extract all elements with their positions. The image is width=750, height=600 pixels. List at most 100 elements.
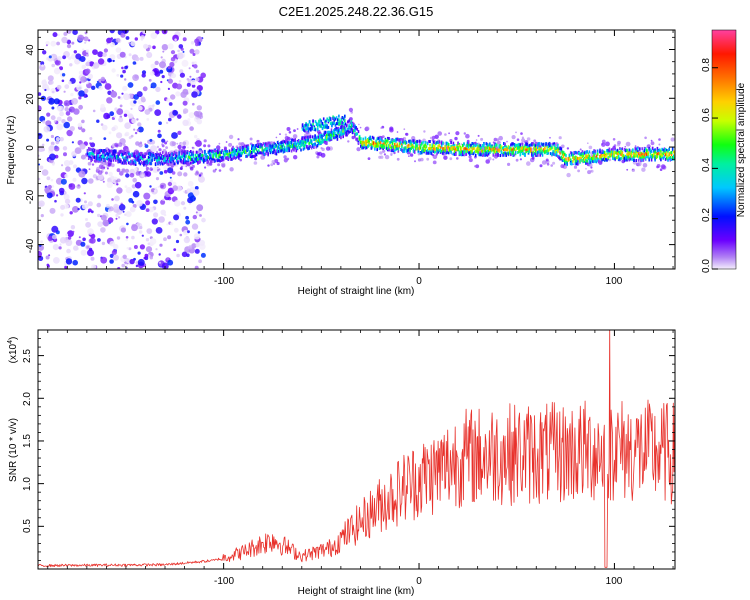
spectrogram-halo-blob bbox=[658, 138, 661, 141]
spectrogram-noise-blob bbox=[100, 256, 108, 264]
spectrogram-ridge-cell bbox=[261, 151, 264, 155]
spectrogram-ridge-cell bbox=[483, 144, 485, 148]
spectrogram-ridge-cell bbox=[159, 152, 162, 156]
spectrogram-ridge-cell bbox=[282, 139, 285, 143]
spectrogram-ridge-cell bbox=[383, 141, 386, 145]
spectrogram-ridge-cell bbox=[204, 158, 206, 162]
spectrogram-noise-blob bbox=[110, 175, 115, 180]
spectrogram-halo-blob bbox=[191, 146, 194, 149]
spectrogram-halo-blob bbox=[103, 167, 105, 169]
spectrogram-ridge-cell bbox=[512, 149, 514, 153]
spectrogram-ridge-cell bbox=[304, 143, 307, 147]
spectrogram-ridge-cell bbox=[511, 150, 513, 154]
spectrogram-ridge-cell bbox=[212, 157, 214, 161]
spectrogram-halo-blob bbox=[393, 151, 396, 155]
spectrogram-ridge-cell bbox=[537, 143, 539, 147]
spectrogram-ridge-cell bbox=[404, 141, 407, 145]
spectrogram-halo-blob bbox=[320, 147, 323, 150]
spectrogram-branch-cell bbox=[326, 117, 328, 121]
spectrogram-noise-blob bbox=[177, 49, 180, 53]
spectrogram-ridge-cell bbox=[668, 157, 670, 160]
spectrogram-ridge-cell bbox=[560, 157, 563, 161]
spectrogram-noise-blob bbox=[187, 180, 194, 187]
spectrogram-ridge-cell bbox=[627, 153, 629, 157]
spectrogram-halo-blob bbox=[98, 164, 104, 170]
spectrogram-ridge-cell bbox=[90, 152, 92, 156]
spectrogram-halo-blob bbox=[560, 164, 565, 169]
spectrogram-ridge-cell bbox=[112, 152, 115, 156]
spectrogram-noise-blob bbox=[194, 186, 199, 190]
spectrogram-ridge-cell bbox=[252, 147, 254, 151]
spectrogram-ridge-cell bbox=[170, 160, 172, 164]
spectrogram-ridge-cell bbox=[188, 153, 191, 157]
spectrogram-noise-blob bbox=[195, 242, 200, 248]
spectrogram-ridge-cell bbox=[496, 143, 498, 147]
spectrogram-ridge-cell bbox=[547, 149, 550, 153]
spectrogram-halo-blob bbox=[642, 163, 648, 168]
spectrogram-ridge-cell bbox=[267, 152, 269, 156]
spectrogram-ridge-cell bbox=[301, 139, 303, 143]
spectrogram-ridge-cell bbox=[316, 135, 319, 139]
spectrogram-ridge-cell bbox=[330, 128, 333, 132]
spectrogram-ridge-cell bbox=[418, 147, 421, 151]
spectrogram-ridge-cell bbox=[436, 146, 438, 150]
spectrogram-halo-blob bbox=[203, 144, 207, 148]
spectrogram-noise-blob bbox=[160, 184, 164, 189]
spectrogram-halo-blob bbox=[579, 148, 582, 151]
spectrogram-ridge-cell bbox=[274, 145, 276, 149]
spectrogram-ridge-cell bbox=[225, 151, 227, 155]
spectrogram-halo-blob bbox=[348, 107, 353, 112]
spectrogram-halo-blob bbox=[217, 163, 221, 167]
spectrogram-noise-blob bbox=[196, 105, 202, 111]
spectrogram-halo-blob bbox=[624, 145, 627, 148]
spectrogram-ridge-cell bbox=[344, 126, 347, 130]
spectrogram-ridge-cell bbox=[574, 162, 577, 166]
spectrogram-noise-blob bbox=[60, 178, 67, 185]
spectrogram-halo-blob bbox=[274, 159, 279, 163]
spectrogram-ridge-cell bbox=[634, 150, 636, 153]
spectrogram-halo-blob bbox=[316, 155, 320, 159]
spectrogram-ridge-cell bbox=[494, 147, 497, 151]
spectrogram-ridge-cell bbox=[670, 153, 673, 157]
spectrogram-noise-blob bbox=[39, 165, 44, 170]
spectrogram-ridge-cell bbox=[505, 152, 507, 156]
spectrogram-noise-blob bbox=[155, 187, 158, 189]
spectrogram-noise-blob bbox=[124, 65, 128, 70]
spectrogram-noise-blob bbox=[127, 82, 134, 88]
spectrogram-ridge-cell bbox=[220, 159, 223, 162]
spectrogram-ridge-cell bbox=[410, 144, 412, 148]
spectrogram-ridge-cell bbox=[629, 157, 632, 161]
spectrogram-ridge-cell bbox=[460, 150, 463, 154]
spectrogram-ridge-cell bbox=[459, 147, 462, 151]
spectrogram-ridge-cell bbox=[192, 155, 194, 159]
spectrogram-ridge-cell bbox=[280, 145, 282, 149]
spectrogram-ridge-cell bbox=[97, 157, 99, 161]
spectrogram-halo-blob bbox=[279, 133, 281, 136]
spectrogram-noise-blob bbox=[70, 53, 78, 60]
spectrogram-branch-cell bbox=[312, 119, 314, 123]
spectrogram-branch-cell bbox=[325, 119, 327, 123]
spectrogram-ridge-cell bbox=[372, 143, 375, 147]
spectrogram-noise-blob bbox=[153, 212, 159, 218]
spectrogram-ridge-cell bbox=[546, 149, 548, 153]
spectrogram-ridge-cell bbox=[496, 153, 498, 157]
spectrogram-noise-blob bbox=[136, 91, 143, 98]
snr-y-tick-label: 1.5 bbox=[22, 434, 33, 448]
spectrogram-ridge-cell bbox=[304, 135, 307, 139]
spectrogram-ridge-cell bbox=[521, 149, 524, 153]
spectrogram-ridge-cell bbox=[102, 150, 104, 154]
spectrogram-ridge-cell bbox=[479, 144, 482, 148]
spectrogram-ridge-cell bbox=[286, 145, 288, 149]
spectrogram-ridge-cell bbox=[399, 148, 402, 151]
spectrogram-noise-blob bbox=[182, 37, 187, 42]
spectrogram-halo-blob bbox=[288, 131, 292, 134]
spectrogram-ridge-cell bbox=[103, 159, 105, 162]
spectrogram-noise-blob bbox=[134, 37, 138, 41]
spectrogram-ridge-cell bbox=[440, 149, 443, 153]
spectrogram-ridge-cell bbox=[411, 145, 414, 149]
spectrogram-halo-blob bbox=[123, 143, 126, 147]
spectrogram-ridge-cell bbox=[435, 149, 437, 153]
spectrogram-ridge-cell bbox=[156, 153, 158, 157]
spectrogram-ridge-cell bbox=[381, 138, 383, 142]
spectrogram-ridge-cell bbox=[465, 152, 468, 156]
